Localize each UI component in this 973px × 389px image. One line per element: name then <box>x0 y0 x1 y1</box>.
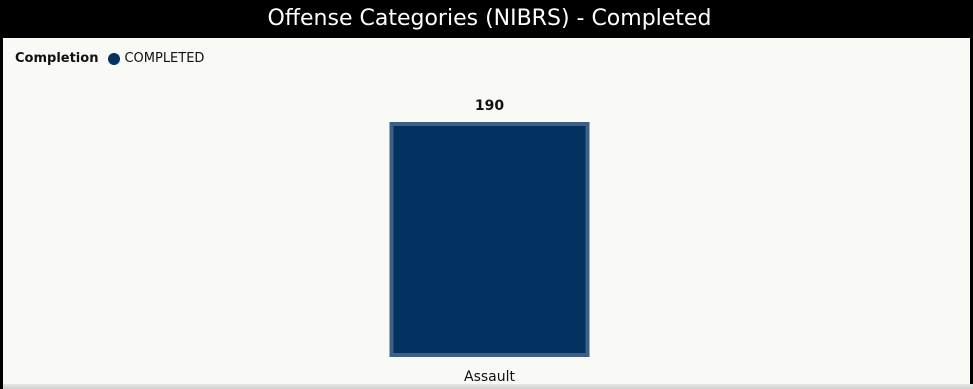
bottom-divider <box>3 384 973 389</box>
legend-title: Completion <box>15 51 99 66</box>
bar-chart: 190 Assault <box>389 98 590 385</box>
bar-assault[interactable] <box>389 122 590 357</box>
legend-marker-icon[interactable] <box>108 52 121 65</box>
legend-item-completed[interactable]: COMPLETED <box>124 51 205 66</box>
legend: Completion COMPLETED <box>15 51 204 66</box>
x-tick-label: Assault <box>464 369 516 385</box>
data-label: 190 <box>475 98 504 114</box>
chart-title: Offense Categories (NIBRS) - Completed <box>3 0 973 38</box>
